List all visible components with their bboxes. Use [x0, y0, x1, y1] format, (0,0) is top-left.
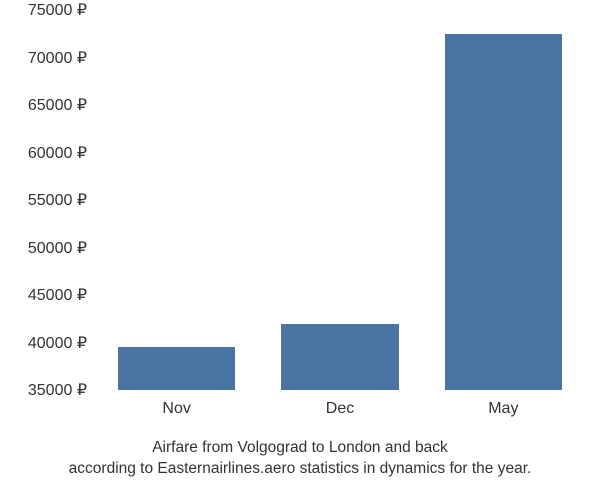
plot-area: 35000 ₽40000 ₽45000 ₽50000 ₽55000 ₽60000…	[95, 10, 585, 390]
caption-line-2: according to Easternairlines.aero statis…	[69, 460, 532, 477]
caption-line-1: Airfare from Volgograd to London and bac…	[152, 439, 448, 456]
chart-caption: Airfare from Volgograd to London and bac…	[0, 438, 600, 480]
x-tick-label: Nov	[162, 390, 190, 418]
bar	[118, 347, 236, 390]
x-tick-label: Dec	[326, 390, 354, 418]
bar	[281, 324, 399, 391]
y-tick-label: 70000 ₽	[28, 48, 95, 68]
y-tick-label: 65000 ₽	[28, 95, 95, 115]
x-tick-label: May	[488, 390, 518, 418]
y-tick-label: 50000 ₽	[28, 238, 95, 258]
airfare-bar-chart: 35000 ₽ 40000 ₽ 45000 ₽ 50000 ₽ 55000 ₽ 60000…	[0, 0, 600, 500]
y-tick-label: 40000 ₽	[28, 333, 95, 353]
bar	[445, 34, 563, 390]
y-tick-label: 55000 ₽	[28, 190, 95, 210]
y-tick-label: 75000 ₽	[28, 0, 95, 20]
y-tick-label: 60000 ₽	[28, 143, 95, 163]
y-tick-label: 45000 ₽	[28, 285, 95, 305]
y-tick-label: 35000 ₽	[28, 380, 95, 400]
